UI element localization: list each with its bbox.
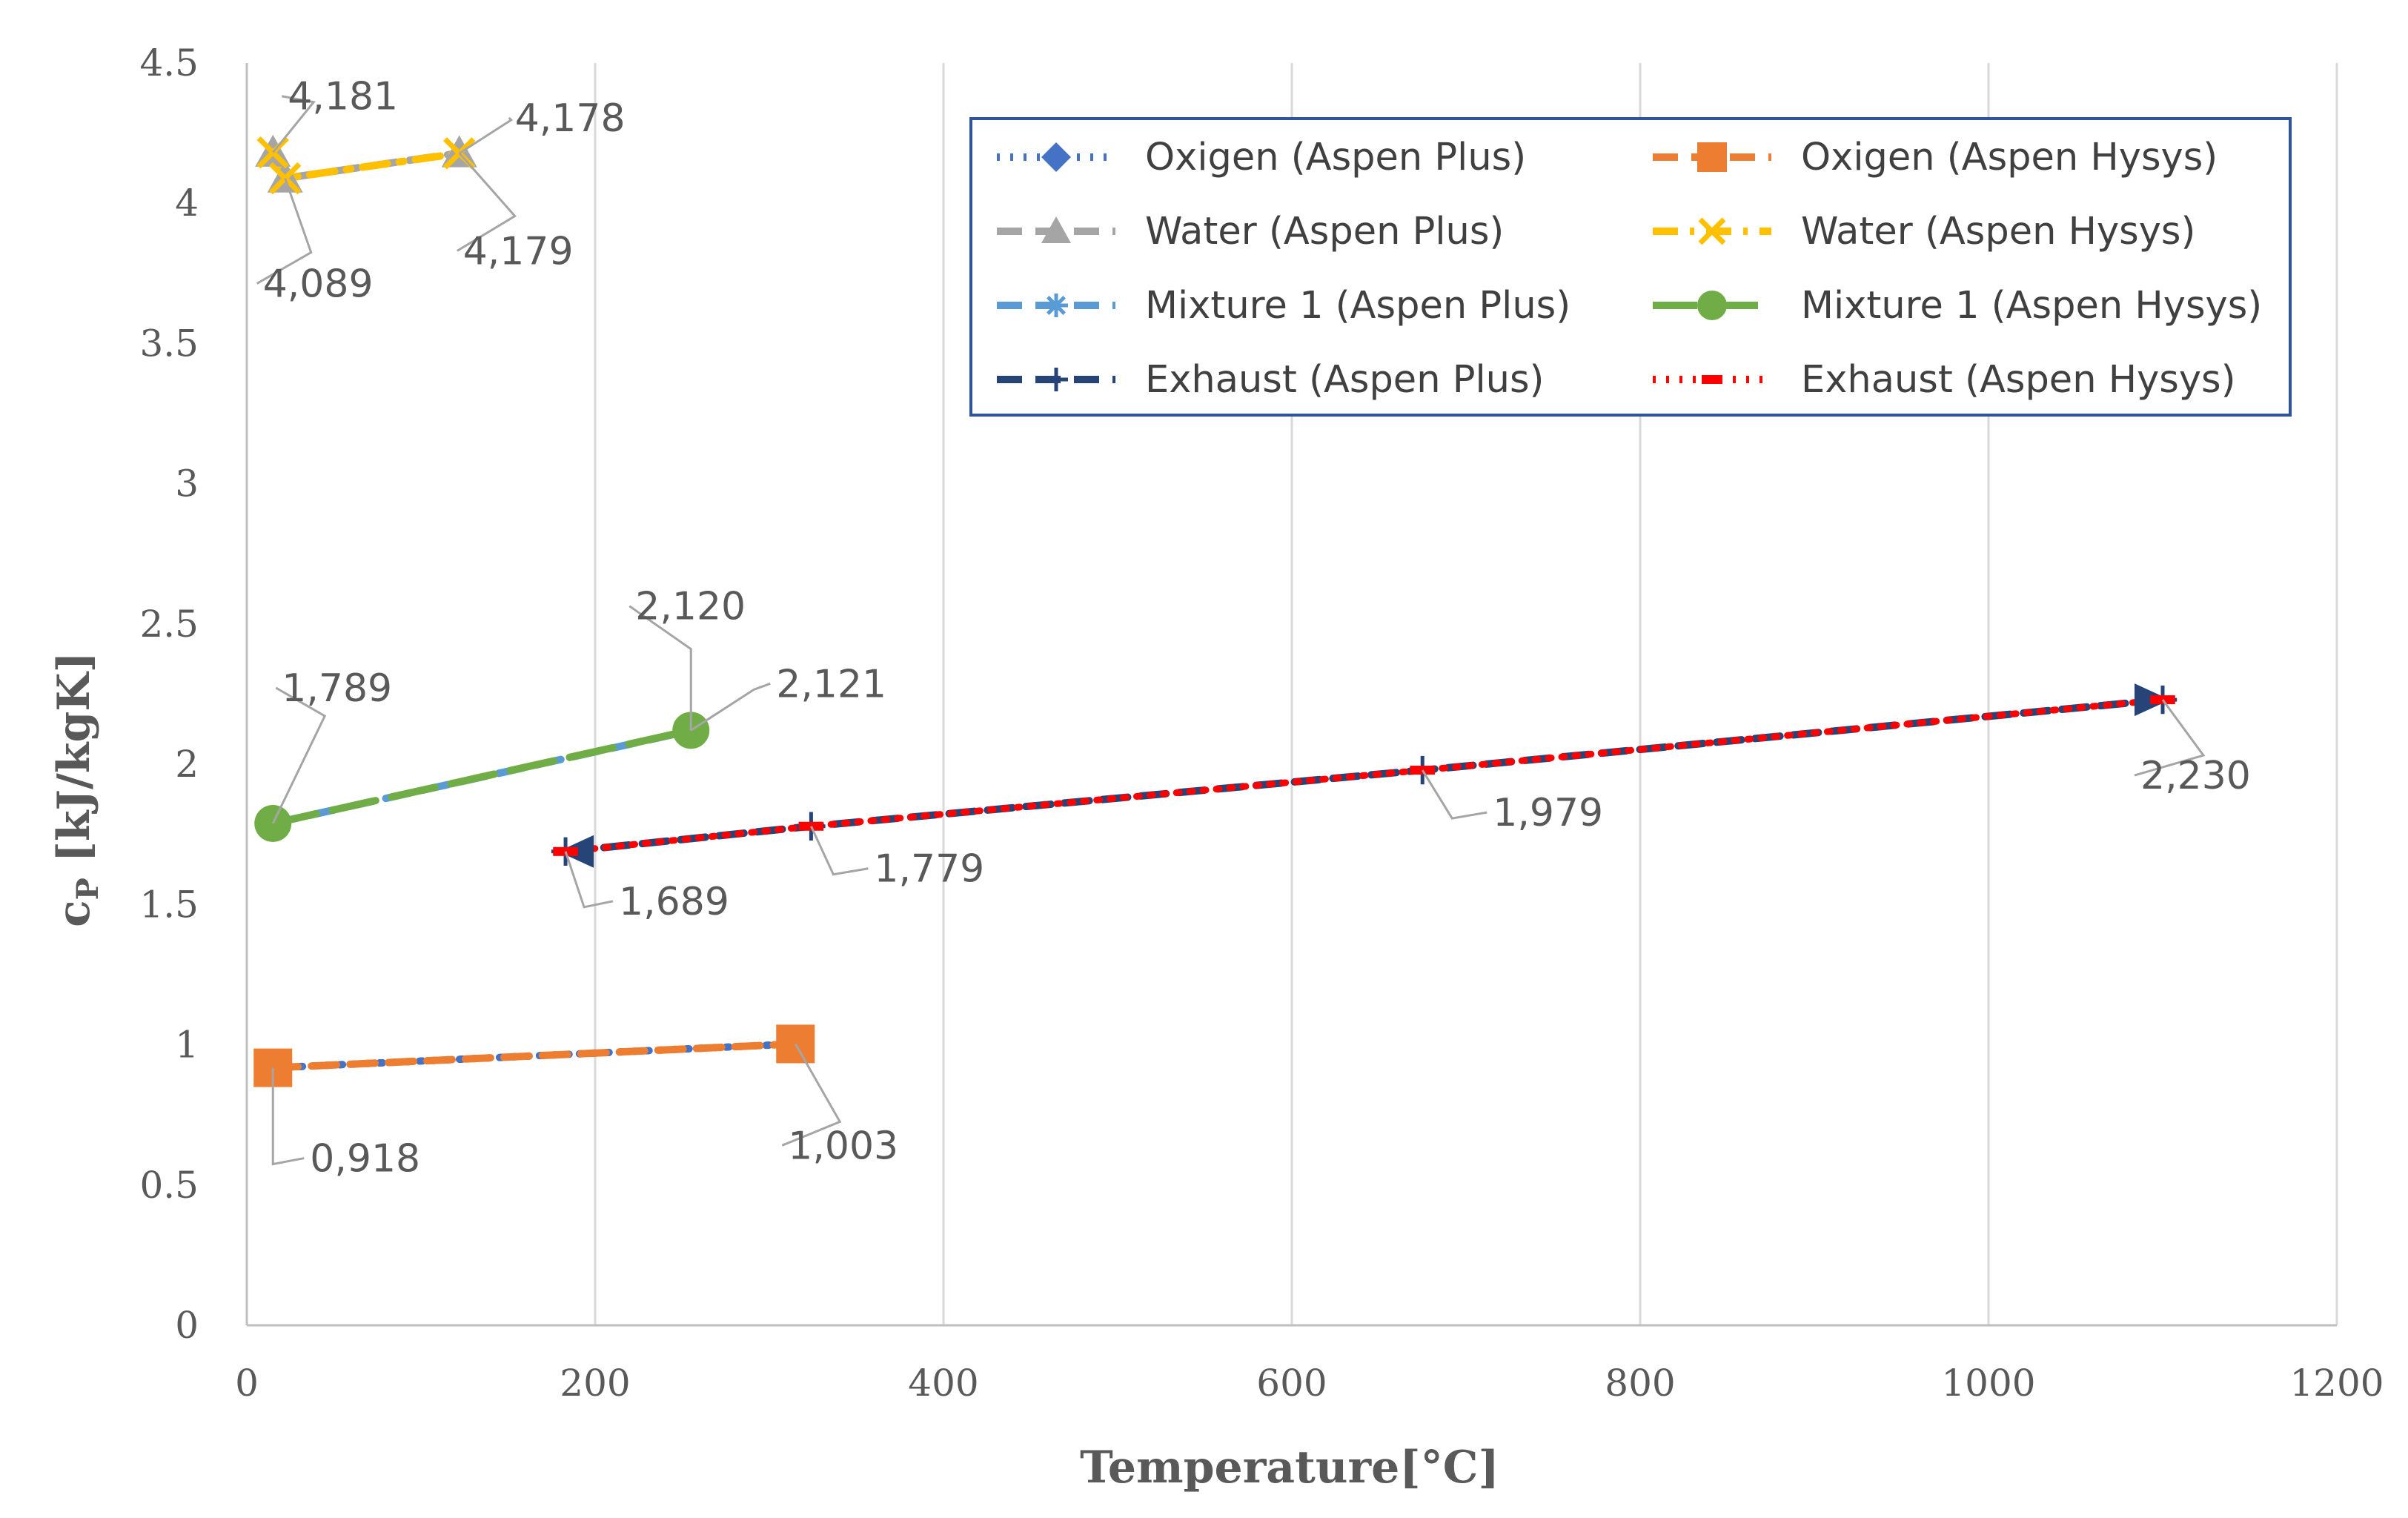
y-tick-label: 4: [175, 182, 199, 225]
legend-swatch-marker: [1044, 368, 1068, 391]
series-2-line: [269, 1040, 800, 1072]
data-label: 1,779: [874, 847, 984, 892]
legend-swatch-marker: [1698, 217, 1726, 245]
x-tick-label: 0: [235, 1362, 259, 1405]
legend-swatch-marker: [1041, 216, 1071, 243]
data-labels: 4,181 4,089 4,178 4,179 1,789 2,120 2,121 1,689…: [256, 75, 2251, 1181]
y-axis-title: cP [kJ/kgK]: [48, 652, 105, 927]
data-label: 2,121: [776, 662, 886, 706]
x-tick-label: 1200: [2289, 1362, 2384, 1405]
y-tick-labels: 0 0.5 1 1.5 2 2.5 3 3.5 4 4.5: [139, 42, 199, 1347]
legend-label: Water (Aspen Plus): [1145, 210, 1504, 253]
data-label-leader: [256, 178, 313, 285]
data-label: 1,979: [1493, 791, 1603, 835]
x-tick-label: 1000: [1941, 1362, 2035, 1405]
series-8-point: [798, 821, 824, 831]
legend-label: Water (Aspen Hysys): [1801, 210, 2195, 253]
legend: Oxigen (Aspen Plus) Oxigen (Aspen Hysys) W…: [969, 117, 2292, 417]
data-label-leader: [1421, 769, 1487, 820]
data-label: 1,689: [619, 880, 729, 924]
legend-swatch-marker: [1702, 375, 1722, 384]
y-tick-label: 4.5: [139, 42, 199, 84]
data-label-leader: [458, 116, 514, 155]
y-axis-title-sub: P: [70, 878, 105, 900]
legend-label: Oxigen (Aspen Hysys): [1801, 136, 2218, 179]
data-label-leader: [810, 826, 869, 876]
data-label: 4,181: [288, 75, 398, 119]
y-tick-label: 0: [175, 1304, 199, 1347]
legend-swatch-marker: [1697, 142, 1727, 172]
y-tick-label: 2: [175, 743, 199, 786]
data-label: 4,089: [263, 262, 374, 307]
data-label: 4,179: [463, 229, 574, 274]
x-tick-label: 400: [908, 1362, 978, 1405]
legend-label: Oxigen (Aspen Plus): [1145, 136, 1526, 179]
data-label: 1,789: [282, 666, 392, 711]
series-lines: [269, 148, 2166, 1072]
data-label-leader: [272, 95, 316, 153]
y-tick-label: 1.5: [139, 883, 199, 926]
legend-label: Mixture 1 (Aspen Hysys): [1801, 284, 2262, 328]
data-label-leader: [456, 152, 517, 252]
legend-label: Exhaust (Aspen Hysys): [1801, 358, 2235, 402]
y-tick-label: 1: [175, 1024, 199, 1067]
data-label: 1,003: [788, 1124, 898, 1168]
data-label: 0,918: [310, 1137, 420, 1181]
y-tick-label: 0.5: [139, 1164, 199, 1207]
data-label: 4,178: [515, 96, 626, 141]
series-4-point: [256, 136, 289, 169]
y-tick-label: 3.5: [139, 322, 199, 365]
data-label: 2,230: [2140, 754, 2251, 798]
legend-box: [969, 117, 2292, 417]
data-label: 2,120: [635, 585, 746, 629]
legend-label: Exhaust (Aspen Plus): [1145, 358, 1544, 402]
legend-swatch-marker: [1044, 294, 1068, 317]
y-tick-label: 2.5: [139, 603, 199, 646]
x-tick-label: 600: [1256, 1362, 1327, 1405]
axes: [245, 63, 2337, 1327]
y-axis-title-main: c: [48, 900, 100, 927]
data-label-leader: [781, 1043, 842, 1147]
series-4-line: [269, 148, 463, 183]
series-8-line: [562, 696, 2166, 855]
data-label-leader: [2134, 699, 2206, 777]
y-axis-title-rest: [kJ/kgK]: [48, 652, 100, 878]
x-tick-label: 800: [1605, 1362, 1675, 1405]
data-label-leader: [271, 1067, 305, 1166]
x-tick-labels: 0 200 400 600 800 1000 1200: [235, 1362, 2384, 1405]
series-6-line: [269, 726, 695, 827]
data-label-leader: [690, 682, 771, 732]
legend-swatch-marker: [1697, 291, 1727, 320]
data-label-leader: [628, 605, 692, 731]
legend-label: Mixture 1 (Aspen Plus): [1145, 284, 1570, 328]
data-label-leader: [564, 851, 614, 909]
legend-swatch-marker: [1041, 142, 1071, 172]
y-tick-label: 3: [175, 463, 199, 506]
x-axis-title: Temperature[°C]: [1080, 1442, 1499, 1494]
x-tick-label: 200: [560, 1362, 630, 1405]
data-label-leader: [271, 686, 327, 824]
